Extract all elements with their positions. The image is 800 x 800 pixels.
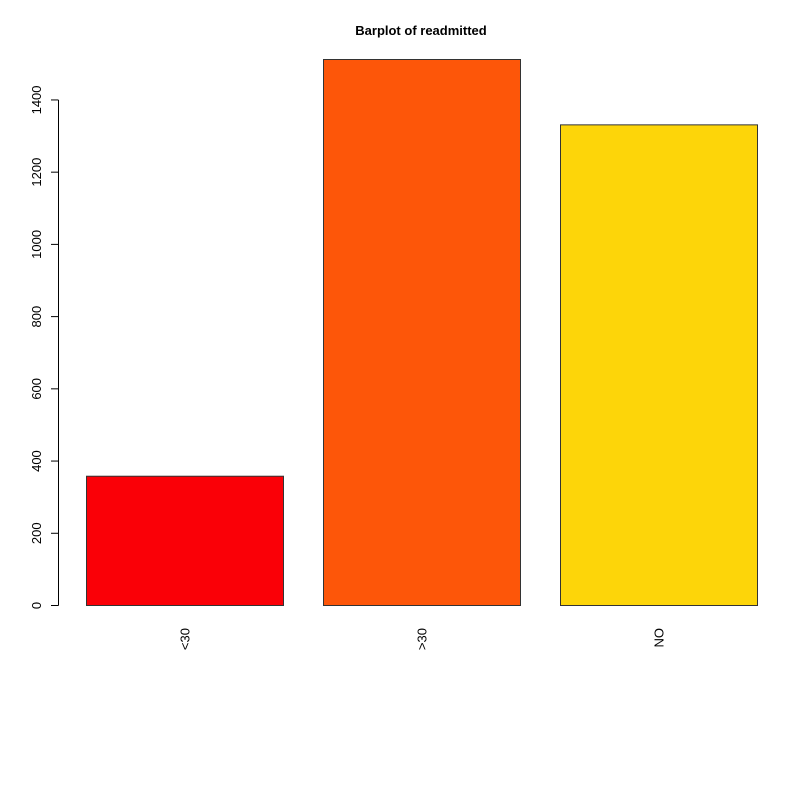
bars-group — [86, 59, 758, 606]
y-tick-label-0: 0 — [29, 602, 44, 609]
y-axis: 0 200 400 600 800 1000 1200 1400 — [29, 85, 59, 609]
x-tick-label-1: >30 — [415, 628, 430, 650]
bar-2 — [560, 124, 758, 606]
y-tick-label-6: 1200 — [29, 158, 44, 187]
y-tick-label-7: 1400 — [29, 85, 44, 114]
y-tick-label-1: 200 — [29, 522, 44, 544]
x-axis-labels: <30 >30 NO — [178, 628, 667, 650]
bar-1 — [323, 59, 521, 606]
y-tick-label-3: 600 — [29, 378, 44, 400]
y-tick-label-2: 400 — [29, 450, 44, 472]
x-tick-label-0: <30 — [178, 628, 193, 650]
chart-title: Barplot of readmitted — [355, 23, 487, 38]
bar-0 — [86, 475, 284, 606]
x-tick-label-2: NO — [652, 628, 667, 648]
y-tick-label-4: 800 — [29, 306, 44, 328]
y-tick-label-5: 1000 — [29, 230, 44, 259]
